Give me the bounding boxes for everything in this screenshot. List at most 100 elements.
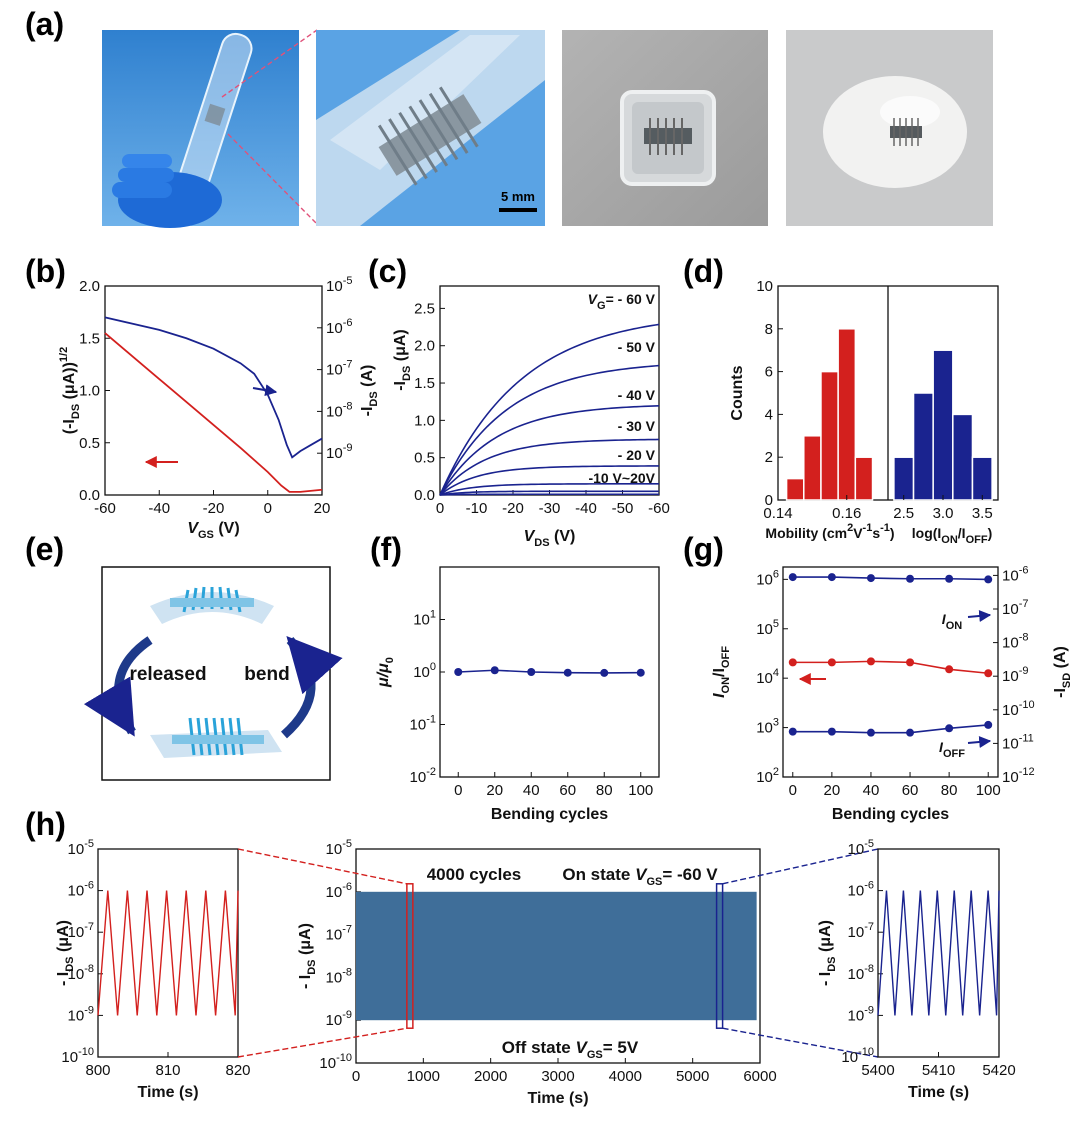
g-y2tick-label-part-1: -6	[1019, 564, 1029, 576]
panel-label-f: (f)	[370, 531, 402, 567]
g-line-1	[792, 660, 989, 675]
h_right-ytick-label-part-0: 10	[848, 966, 865, 983]
h_left-ylabel-part-2: (μA)	[55, 920, 72, 956]
h_main-ytick-label: 10-5	[326, 838, 352, 858]
f-point	[636, 668, 645, 677]
h_left-ytick-label-part-0: 10	[68, 966, 85, 983]
h_right-ytick-label-part-1: -5	[864, 838, 874, 850]
chart-cycling-zoom-end: 5400 5410 542010-1010-910-810-710-610-5Tim…	[817, 838, 1016, 1101]
c-ytick-label: 0.0	[414, 487, 435, 504]
h_right-ytick-label-part-1: -10	[858, 1046, 874, 1058]
chart-output-curve: 0 -10 -20 -30 -40 -50 -600.00.51.01.52.02.5VG=…	[392, 285, 670, 549]
d-ytick-label: 4	[765, 406, 773, 423]
d-right-bar	[893, 456, 915, 501]
g-point-0	[827, 573, 836, 582]
chart-cycling-endurance: 0 1000 2000 3000 4000 5000 600010-1010-910-810…	[237, 838, 879, 1107]
c-curve-label-2: - 40 V	[618, 387, 656, 403]
g-ytick-label-part-0: 10	[756, 621, 773, 638]
b-y2tick-label: 10-6	[326, 317, 352, 337]
released-arrow-icon	[83, 636, 153, 737]
c-curve-4	[439, 465, 660, 496]
h_main-ytick-label: 10-8	[326, 966, 352, 986]
c-xlabel-part-2: (V)	[550, 528, 576, 545]
g-y2tick-label-part-0: 10	[1002, 567, 1019, 584]
g-xtick-label: 100	[976, 782, 1001, 799]
d-left-xlabel-part-6: )	[890, 525, 895, 541]
d-left-bar	[803, 435, 822, 501]
h-zoom-line-left-top	[237, 848, 408, 885]
g-point-2	[827, 727, 836, 736]
c-curve-label-4: - 20 V	[618, 447, 656, 463]
h_right-ylabel: - IDS (μA)	[817, 920, 838, 986]
h_left-ytick-label-part-0: 10	[68, 883, 85, 900]
g-y2label-part-1: SD	[1061, 673, 1073, 688]
f-ytick-label: 101	[413, 609, 436, 629]
g-ioff-arrow-icon	[967, 736, 992, 748]
d-left-xlabel-part-2: V	[853, 525, 863, 541]
h_left-ytick-label: 10-7	[68, 921, 94, 941]
h-zoom-line-right-bottom	[722, 1027, 879, 1058]
b-xlabel-part-2: (V)	[214, 520, 240, 537]
b-y2tick-label: 10-7	[326, 359, 352, 379]
device-bent-illustration	[150, 586, 274, 624]
d-right-xlabel-part-4: )	[988, 525, 993, 541]
h_main-xtick-label: 4000	[609, 1068, 642, 1085]
g-point-2	[906, 728, 915, 737]
h-zoom-box-left	[406, 883, 414, 1029]
d-left-xlabel-part-3: -1	[863, 522, 873, 534]
h_main-ylabel-part-2: (μA)	[297, 923, 314, 959]
h_main-ytick-label-part-1: -5	[342, 838, 352, 850]
c-curve-0	[439, 323, 660, 496]
g-y2tick-label-part-0: 10	[1002, 668, 1019, 685]
g-y2tick-label: 10-7	[1002, 598, 1028, 618]
f-xtick-label: 20	[486, 782, 503, 799]
d-left-bar	[837, 328, 857, 501]
b-y2tick-label-part-1: -5	[343, 275, 353, 287]
g-y2tick-label: 10-9	[1002, 665, 1028, 685]
g-ioff-label-part-0: I	[939, 739, 944, 755]
f-xtick-label: 80	[596, 782, 613, 799]
h_left-ytick-label-part-1: -8	[84, 963, 94, 975]
h_main-ytick-label-part-1: -7	[342, 924, 352, 936]
f-point	[454, 668, 463, 676]
b-ylabel-part-3: 1/2	[58, 347, 70, 362]
c-curve-6	[439, 490, 660, 496]
h-ann-off: Off state VGS= 5V	[502, 1038, 639, 1061]
d-right-xtick-label: 3.0	[933, 505, 954, 522]
d-right-xlabel: log(ION/IOFF)	[912, 525, 993, 546]
f-ytick-label-part-0: 10	[413, 612, 430, 629]
h_main-xtick-label: 3000	[541, 1068, 574, 1085]
bend-label: bend	[244, 664, 289, 685]
panel-label-a: (a)	[25, 6, 64, 42]
c-curve-3	[439, 438, 660, 496]
g-ytick-label-part-0: 10	[756, 571, 773, 588]
g-ytick-label: 103	[756, 717, 779, 737]
f-line	[458, 669, 641, 674]
c-curve-label-3: - 30 V	[618, 418, 656, 434]
f-xlabel: Bending cycles	[491, 806, 608, 823]
d-left-bar	[785, 477, 805, 501]
h-ann-off-part-0: Off state	[502, 1038, 576, 1057]
f-ytick-label-part-1: -2	[426, 766, 436, 778]
g-ytick-label-part-1: 6	[773, 568, 779, 580]
g-ion-label-part-1: ON	[946, 620, 963, 632]
h_main-ylabel-part-0: - I	[297, 975, 314, 989]
c-ytick-label: 1.0	[414, 412, 435, 429]
b-xlabel: VGS (V)	[187, 520, 239, 541]
g-xtick-label: 60	[902, 782, 919, 799]
h-ann-off-part-3: = 5V	[603, 1038, 639, 1057]
b-y2tick-label-part-1: -9	[343, 442, 353, 454]
h_left-ytick-label: 10-8	[68, 963, 94, 983]
c-curve-label-0-part-0: V	[588, 291, 599, 307]
c-curve-1	[439, 364, 660, 496]
c-ylabel-part-2: (μA)	[392, 329, 409, 365]
d-right-xlabel-part-1: ON	[941, 534, 958, 546]
c-ytick-label: 2.5	[414, 300, 435, 317]
b-y2label: -IDS (A)	[359, 365, 380, 417]
g-y2tick-label-part-0: 10	[1002, 735, 1019, 752]
b-y2tick-label-part-0: 10	[326, 278, 343, 295]
f-xtick-label: 40	[523, 782, 540, 799]
h-main-cycling-fill	[356, 891, 757, 1021]
c-xtick-label: -60	[648, 500, 670, 517]
b-ylabel-part-1: DS	[70, 404, 82, 419]
